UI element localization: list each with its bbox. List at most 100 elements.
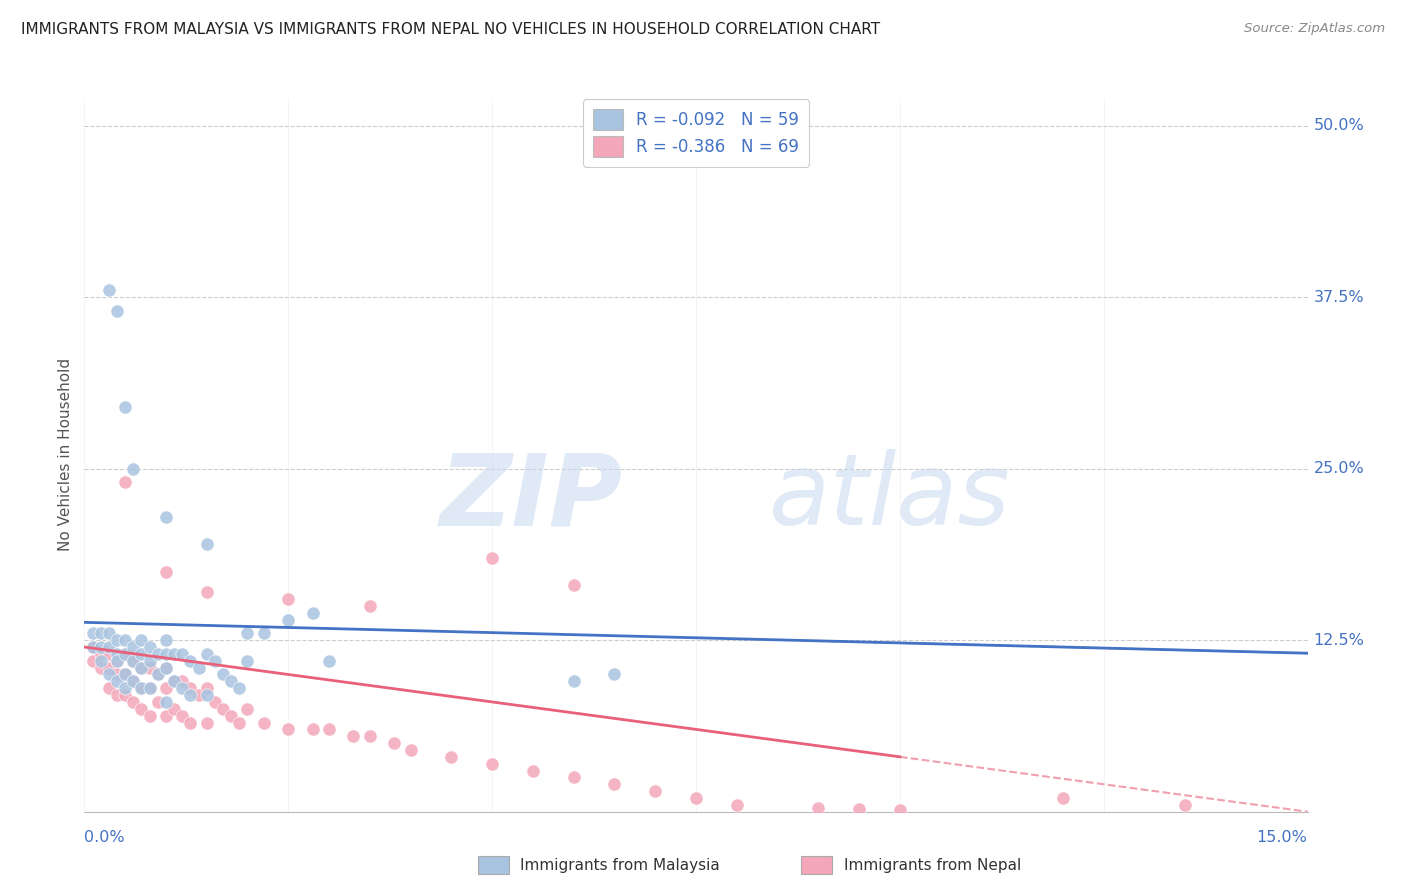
- Point: [105, 303, 128, 318]
- Point: [301, 723, 323, 737]
- Point: [318, 654, 340, 668]
- Y-axis label: No Vehicles in Household: No Vehicles in Household: [58, 359, 73, 551]
- Point: [82, 640, 104, 654]
- Point: [807, 800, 830, 814]
- Point: [1052, 791, 1074, 805]
- Point: [155, 565, 177, 579]
- Point: [90, 647, 112, 661]
- Point: [195, 585, 218, 599]
- Point: [236, 654, 259, 668]
- Point: [97, 681, 120, 696]
- Point: [146, 667, 169, 681]
- Point: [277, 592, 299, 607]
- Point: [685, 791, 707, 805]
- Point: [195, 688, 218, 702]
- Point: [114, 667, 136, 681]
- Point: [163, 702, 186, 716]
- Text: IMMIGRANTS FROM MALAYSIA VS IMMIGRANTS FROM NEPAL NO VEHICLES IN HOUSEHOLD CORRE: IMMIGRANTS FROM MALAYSIA VS IMMIGRANTS F…: [21, 22, 880, 37]
- Point: [603, 777, 626, 791]
- Point: [253, 626, 276, 640]
- Text: Source: ZipAtlas.com: Source: ZipAtlas.com: [1244, 22, 1385, 36]
- Point: [228, 715, 250, 730]
- Point: [131, 660, 153, 674]
- Legend: R = -0.092   N = 59, R = -0.386   N = 69: R = -0.092 N = 59, R = -0.386 N = 69: [583, 99, 808, 167]
- Point: [97, 660, 120, 674]
- Point: [97, 647, 120, 661]
- Point: [114, 681, 136, 696]
- Point: [522, 764, 544, 778]
- Point: [122, 640, 145, 654]
- Point: [138, 681, 160, 696]
- Point: [889, 803, 911, 817]
- Text: 12.5%: 12.5%: [1313, 632, 1365, 648]
- Point: [163, 674, 186, 689]
- Point: [97, 283, 120, 297]
- Point: [172, 674, 194, 689]
- Point: [342, 729, 364, 743]
- Point: [97, 667, 120, 681]
- Point: [114, 688, 136, 702]
- Point: [105, 647, 128, 661]
- Point: [236, 626, 259, 640]
- Point: [195, 647, 218, 661]
- Point: [382, 736, 405, 750]
- Point: [644, 784, 666, 798]
- Point: [187, 660, 209, 674]
- Point: [90, 660, 112, 674]
- Point: [105, 654, 128, 668]
- Point: [440, 749, 463, 764]
- Point: [179, 654, 201, 668]
- Point: [155, 660, 177, 674]
- Point: [204, 695, 226, 709]
- Point: [481, 756, 503, 771]
- Point: [212, 702, 235, 716]
- Point: [155, 633, 177, 648]
- Point: [172, 647, 194, 661]
- Point: [105, 633, 128, 648]
- Point: [277, 613, 299, 627]
- Point: [114, 667, 136, 681]
- Point: [105, 654, 128, 668]
- Point: [179, 715, 201, 730]
- Point: [179, 681, 201, 696]
- Text: 25.0%: 25.0%: [1313, 461, 1364, 476]
- Point: [204, 654, 226, 668]
- Point: [155, 509, 177, 524]
- Point: [90, 626, 112, 640]
- Point: [562, 771, 585, 785]
- Point: [131, 633, 153, 648]
- Point: [155, 695, 177, 709]
- Point: [97, 640, 120, 654]
- Point: [481, 550, 503, 565]
- Point: [155, 660, 177, 674]
- Text: Immigrants from Malaysia: Immigrants from Malaysia: [520, 858, 720, 872]
- Point: [146, 667, 169, 681]
- Point: [163, 674, 186, 689]
- Point: [122, 674, 145, 689]
- Point: [848, 802, 870, 816]
- Point: [105, 667, 128, 681]
- Point: [187, 688, 209, 702]
- Point: [236, 702, 259, 716]
- Point: [195, 537, 218, 551]
- Point: [228, 681, 250, 696]
- Point: [131, 702, 153, 716]
- Point: [155, 681, 177, 696]
- Point: [219, 674, 242, 689]
- Point: [131, 681, 153, 696]
- Point: [138, 640, 160, 654]
- Point: [301, 606, 323, 620]
- Point: [172, 708, 194, 723]
- Point: [359, 599, 381, 613]
- Text: Immigrants from Nepal: Immigrants from Nepal: [844, 858, 1021, 872]
- Point: [219, 708, 242, 723]
- Point: [97, 626, 120, 640]
- Point: [195, 681, 218, 696]
- Point: [603, 667, 626, 681]
- Point: [131, 660, 153, 674]
- Text: atlas: atlas: [769, 450, 1011, 546]
- Point: [131, 647, 153, 661]
- Point: [172, 681, 194, 696]
- Point: [155, 647, 177, 661]
- Point: [131, 681, 153, 696]
